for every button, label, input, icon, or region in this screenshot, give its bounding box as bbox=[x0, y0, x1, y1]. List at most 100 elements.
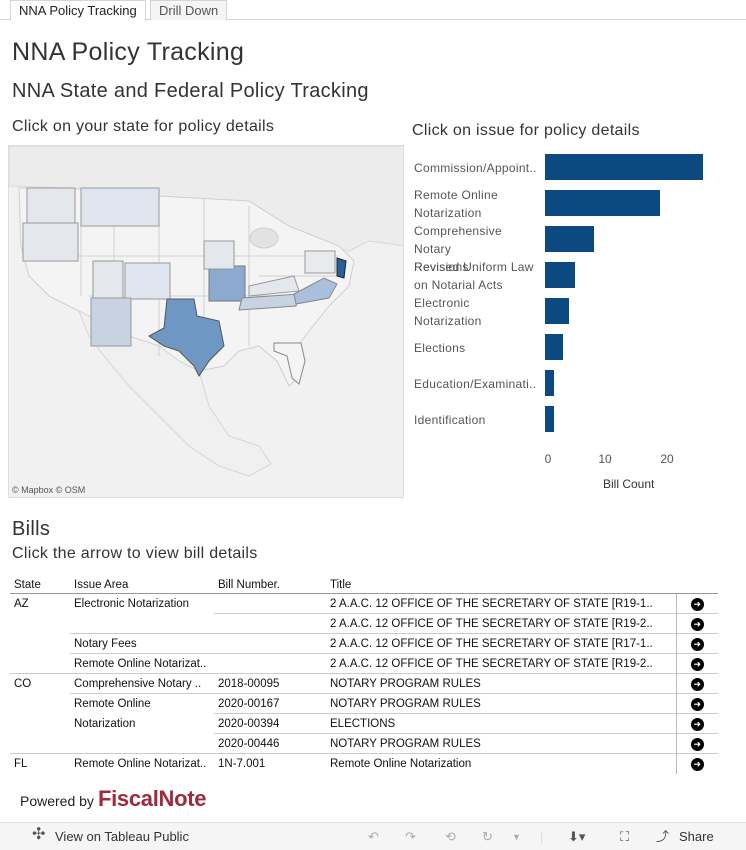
bar-0[interactable] bbox=[545, 154, 703, 180]
tab-nna-policy-tracking[interactable]: NNA Policy Tracking bbox=[10, 0, 146, 21]
cell-title: 2 A.A.C. 12 OFFICE OF THE SECRETARY OF S… bbox=[326, 613, 676, 634]
cell-bill: 2018-00095 bbox=[214, 673, 326, 694]
bar-label-line: Education/Examinati.. bbox=[414, 377, 537, 391]
bar-label-line: Elections bbox=[414, 341, 466, 355]
table-row: Notarization 2020-00394 ELECTIONS ➜ bbox=[10, 713, 718, 734]
revert-icon[interactable]: ⟲ bbox=[445, 829, 456, 844]
table-row: AZ Electronic Notarization 2 A.A.C. 12 OFF… bbox=[10, 593, 718, 614]
arrow-right-icon[interactable]: ➜ bbox=[690, 618, 704, 631]
arrow-right-icon[interactable]: ➜ bbox=[690, 718, 704, 731]
chart-heading: Click on issue for policy details bbox=[412, 122, 640, 139]
arrow-right-icon[interactable]: ➜ bbox=[690, 658, 704, 671]
table-row: 2020-00446 NOTARY PROGRAM RULES ➜ bbox=[10, 733, 718, 754]
cell-state bbox=[10, 654, 70, 674]
state-illinois[interactable] bbox=[203, 240, 235, 270]
tableau-icon[interactable]: ✣ bbox=[32, 826, 46, 843]
tableau-toolbar: ✣ View on Tableau Public ↶ ↷ ⟲ ↻ ▼ | ⬇▾ … bbox=[0, 822, 746, 850]
state-virginia[interactable] bbox=[293, 277, 338, 305]
bar-label-4[interactable]: Electronic Notarization bbox=[414, 294, 542, 330]
redo-icon[interactable]: ↷ bbox=[405, 829, 416, 844]
bar-label-2[interactable]: Comprehensive Notary Revisions bbox=[414, 222, 542, 276]
state-tennessee[interactable] bbox=[238, 293, 300, 311]
map-credit: © Mapbox © OSM bbox=[12, 485, 86, 495]
state-texas[interactable] bbox=[148, 298, 225, 377]
cell-title: 2 A.A.C. 12 OFFICE OF THE SECRETARY OF S… bbox=[326, 633, 676, 654]
arrow-right-icon[interactable]: ➜ bbox=[690, 758, 704, 771]
bar-label-1[interactable]: Remote Online Notarization bbox=[414, 186, 542, 222]
cell-state bbox=[10, 634, 70, 654]
arrow-right-icon[interactable]: ➜ bbox=[690, 638, 704, 651]
bar-4[interactable] bbox=[545, 298, 570, 324]
chevron-down-icon[interactable]: ▼ bbox=[512, 832, 521, 842]
cell-bill bbox=[214, 613, 326, 634]
bar-7[interactable] bbox=[545, 406, 555, 432]
bar-label-3[interactable]: Revised Uniform Law on Notarial Acts bbox=[414, 258, 542, 294]
state-missouri[interactable] bbox=[208, 265, 246, 302]
state-oregon[interactable] bbox=[22, 222, 79, 262]
bar-3[interactable] bbox=[545, 262, 576, 288]
state-new-jersey[interactable] bbox=[336, 257, 347, 279]
arrow-cell: ➜ bbox=[675, 633, 718, 654]
arrow-cell: ➜ bbox=[675, 673, 718, 694]
tab-bar: NNA Policy Tracking Drill Down bbox=[0, 0, 746, 21]
bar-label-line: Notarization bbox=[414, 314, 482, 328]
arrow-right-icon[interactable]: ➜ bbox=[690, 598, 704, 611]
table-row: FL Remote Online Notarizat.. 1N-7.001 Remot… bbox=[10, 753, 718, 774]
cell-bill bbox=[214, 594, 326, 614]
cell-bill: 2020-00394 bbox=[214, 713, 326, 734]
bar-label-5[interactable]: Elections bbox=[414, 339, 542, 357]
share-button[interactable]: Share bbox=[679, 829, 714, 844]
bar-label-line: Revisions bbox=[414, 260, 469, 274]
bar-1[interactable] bbox=[545, 190, 661, 216]
arrow-right-icon[interactable]: ➜ bbox=[690, 738, 704, 751]
state-colorado[interactable] bbox=[124, 262, 171, 300]
table-row: 2 A.A.C. 12 OFFICE OF THE SECRETARY OF S… bbox=[10, 613, 718, 634]
undo-icon[interactable]: ↶ bbox=[368, 829, 379, 844]
bar-label-line: Electronic bbox=[414, 296, 470, 310]
cell-title: 2 A.A.C. 12 OFFICE OF THE SECRETARY OF S… bbox=[326, 653, 676, 674]
cell-state bbox=[10, 714, 70, 734]
download-icon[interactable]: ⬇▾ bbox=[568, 829, 586, 844]
bar-6[interactable] bbox=[545, 370, 555, 396]
map-heading: Click on your state for policy details bbox=[12, 118, 275, 135]
cell-title: NOTARY PROGRAM RULES bbox=[326, 733, 676, 754]
state-new-york[interactable] bbox=[304, 250, 336, 274]
page-title: NNA Policy Tracking bbox=[12, 38, 245, 66]
state-map[interactable]: © Mapbox © OSM bbox=[8, 145, 404, 498]
arrow-cell: ➜ bbox=[675, 733, 718, 754]
fiscalnote-logo[interactable]: FiscalNote bbox=[97, 786, 207, 811]
refresh-icon[interactable]: ↻ bbox=[482, 829, 493, 844]
cell-state bbox=[10, 694, 70, 714]
fullscreen-icon[interactable]: ⛶ bbox=[620, 829, 630, 844]
arrow-right-icon[interactable]: ➜ bbox=[690, 678, 704, 691]
bar-label-6[interactable]: Education/Examinati.. bbox=[414, 375, 542, 393]
arrow-right-icon[interactable]: ➜ bbox=[690, 698, 704, 711]
state-washington[interactable] bbox=[26, 187, 76, 224]
state-kentucky[interactable] bbox=[248, 275, 300, 297]
x-tick-20: 20 bbox=[660, 452, 674, 466]
state-utah[interactable] bbox=[92, 260, 124, 302]
us-map-svg[interactable] bbox=[9, 146, 404, 498]
cell-issue: Remote Online bbox=[70, 693, 214, 714]
arrow-cell: ➜ bbox=[675, 713, 718, 734]
state-arizona[interactable] bbox=[90, 297, 132, 347]
state-montana[interactable] bbox=[80, 187, 160, 227]
arrow-cell: ➜ bbox=[675, 613, 718, 634]
state-florida[interactable] bbox=[273, 342, 306, 385]
share-icon[interactable]: ⤴ bbox=[656, 829, 670, 844]
cell-issue: Comprehensive Notary .. bbox=[70, 673, 214, 694]
bar-label-0[interactable]: Commission/Appoint.. bbox=[414, 159, 542, 177]
cell-state: CO bbox=[10, 673, 70, 694]
x-tick-0: 0 bbox=[544, 452, 552, 466]
col-state: State bbox=[10, 578, 70, 594]
tab-drill-down[interactable]: Drill Down bbox=[150, 0, 228, 20]
bar-5[interactable] bbox=[545, 334, 564, 360]
bills-subtitle: Click the arrow to view bill details bbox=[12, 545, 258, 562]
col-bill-number: Bill Number. bbox=[214, 578, 326, 594]
bar-2[interactable] bbox=[545, 226, 594, 252]
view-on-tableau-link[interactable]: View on Tableau Public bbox=[55, 829, 189, 844]
bar-label-7[interactable]: Identification bbox=[414, 411, 542, 429]
issue-bar-chart[interactable]: Commission/Appoint.. Remote Online Notariz… bbox=[410, 150, 730, 495]
table-row: Notary Fees 2 A.A.C. 12 OFFICE OF THE SEC… bbox=[10, 633, 718, 654]
cell-title: 2 A.A.C. 12 OFFICE OF THE SECRETARY OF S… bbox=[330, 598, 653, 610]
